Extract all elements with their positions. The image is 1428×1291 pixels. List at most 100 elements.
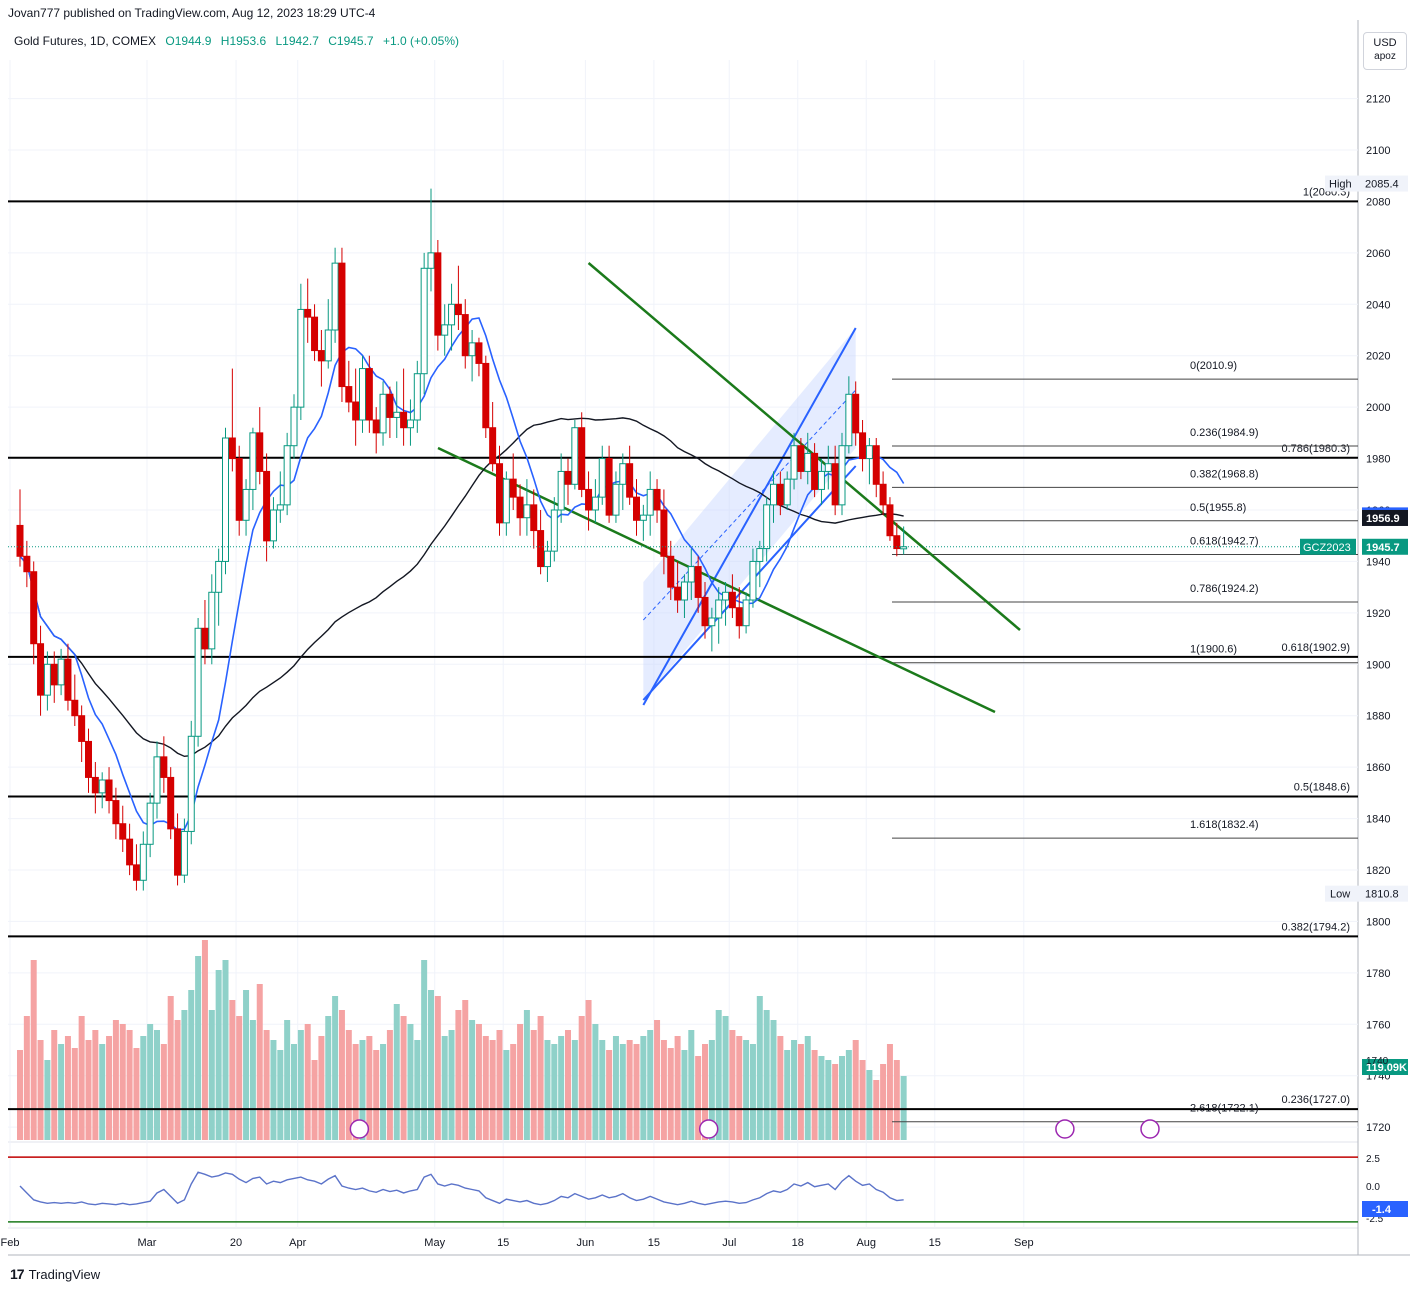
candle-body	[71, 699, 79, 717]
volume-bar	[804, 1036, 811, 1140]
dividend-event-icon	[698, 1119, 719, 1139]
volume-bar	[30, 960, 37, 1140]
candle-body	[434, 252, 442, 336]
candle-body	[824, 463, 832, 472]
candle-body	[550, 509, 558, 552]
volume-bar	[297, 1030, 304, 1140]
volume-bar	[886, 1044, 893, 1140]
candle-body	[838, 445, 846, 506]
volume-bar	[147, 1024, 154, 1140]
candle-body	[187, 735, 195, 832]
candle-body	[865, 445, 873, 460]
change-value: +1.0 (+0.05%)	[382, 34, 460, 48]
candle-body	[728, 591, 736, 609]
level-label: 0.382(1794.2)	[1282, 921, 1351, 933]
currency-unit-button[interactable]: USD apoz	[1363, 32, 1407, 70]
volume-bar	[462, 1000, 469, 1140]
candle-body	[680, 581, 688, 601]
volume-bar	[23, 1016, 30, 1140]
volume-bar	[434, 996, 441, 1140]
volume-bar	[599, 1040, 606, 1140]
volume-bar	[352, 1044, 359, 1140]
volume-bar	[626, 1040, 633, 1140]
volume-bar	[92, 1030, 99, 1140]
volume-bar	[167, 996, 174, 1140]
candle-body	[372, 419, 380, 434]
tradingview-logo[interactable]: 17 TradingView	[10, 1266, 100, 1282]
candle-body	[605, 458, 613, 516]
volume-bar	[51, 1030, 58, 1140]
candle-body	[879, 483, 887, 506]
candle-body	[132, 864, 140, 881]
price-tag	[1362, 538, 1408, 555]
candle-body	[194, 627, 202, 737]
candle-body	[167, 776, 175, 830]
y-tick-label: 1760	[1366, 1019, 1390, 1031]
candle-body	[811, 452, 819, 490]
candle-body	[735, 607, 743, 627]
candle-body	[763, 504, 771, 550]
candle-body	[228, 437, 236, 460]
y-tick-label: 2000	[1366, 402, 1390, 414]
candle-body	[276, 504, 284, 511]
fib-label: 2.618(1722.1)	[1190, 1103, 1259, 1115]
candle-body	[612, 483, 620, 516]
price-tag	[1362, 509, 1408, 526]
volume-bar	[277, 1050, 284, 1140]
candle-body	[626, 463, 634, 498]
candle-body	[722, 591, 730, 601]
candle-body	[283, 445, 291, 506]
candle-body	[578, 427, 586, 490]
candle-body	[30, 571, 38, 645]
volume-bar	[181, 1010, 188, 1140]
volume-bar	[44, 1060, 51, 1140]
candle-body	[85, 740, 92, 778]
candle-body	[304, 308, 312, 318]
symbol-legend: Gold Futures, 1D, COMEX O1944.9 H1953.6 …	[14, 34, 465, 48]
volume-bar	[571, 1040, 578, 1140]
candle-body	[653, 488, 661, 511]
candle-body	[386, 393, 394, 418]
candle-body	[886, 504, 894, 537]
volume-bar	[119, 1024, 126, 1140]
volume-bar	[763, 1010, 770, 1140]
volume-bar	[537, 1016, 544, 1140]
volume-bar	[578, 1016, 585, 1140]
volume-bar	[619, 1044, 626, 1140]
candle-body	[790, 445, 798, 480]
candle-body	[797, 445, 805, 472]
price-tag-label: 1945.7	[1366, 542, 1400, 554]
candle-body	[43, 663, 51, 696]
candle-body	[345, 386, 353, 403]
y-tick-label: 1980	[1366, 454, 1390, 466]
volume-bar	[777, 1036, 784, 1140]
volume-bar	[393, 1004, 400, 1140]
y-tick-label: 2100	[1366, 145, 1390, 157]
volume-bar	[421, 960, 428, 1140]
volume-bar	[743, 1040, 750, 1140]
rsi-axis-tick: 2.5	[1366, 1154, 1380, 1165]
volume-bar	[270, 1040, 277, 1140]
candle-body	[311, 316, 319, 352]
candle-body	[208, 591, 216, 650]
candle-body	[482, 362, 490, 429]
volume-bar	[715, 1010, 722, 1140]
candle-body	[379, 393, 387, 434]
candle-body	[235, 458, 243, 521]
channel-mid-line	[642, 389, 857, 621]
volume-bar	[667, 1048, 674, 1140]
candle-body	[687, 566, 695, 583]
volume-bar	[551, 1044, 558, 1140]
volume-bar	[222, 960, 229, 1140]
y-tick-label: 1780	[1366, 968, 1390, 980]
volume-bar	[345, 1030, 352, 1140]
candle-body	[263, 470, 271, 542]
volume-bar	[592, 1024, 599, 1140]
candle-body	[701, 596, 709, 627]
volume-bar	[126, 1030, 133, 1140]
low-value: L1942.7	[275, 34, 319, 48]
candle-body	[619, 463, 627, 485]
candle-body	[893, 535, 901, 550]
volume-bar	[448, 1030, 455, 1140]
